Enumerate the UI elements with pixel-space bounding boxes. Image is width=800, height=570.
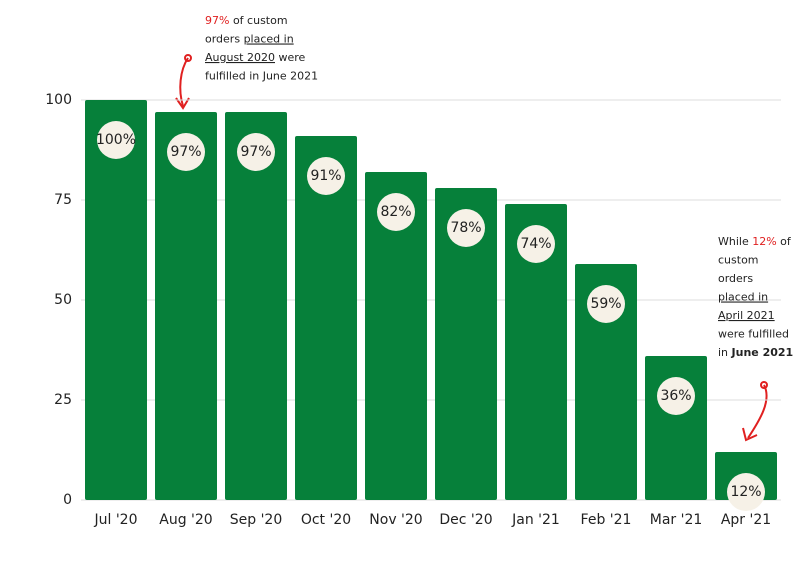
annotation-text: were fulfilled bbox=[718, 328, 789, 341]
arrow-tail bbox=[184, 54, 192, 62]
bar bbox=[85, 100, 147, 500]
annotation-text: fulfilled in June 2021 bbox=[205, 70, 318, 83]
bar bbox=[225, 112, 287, 500]
x-tick-label: Sep '20 bbox=[230, 512, 283, 528]
annotation: 97% of custom orders placed in August 2020… bbox=[205, 14, 318, 83]
x-tick-label: Oct '20 bbox=[301, 512, 351, 528]
annotation-text: August 2020 bbox=[205, 51, 275, 64]
annotation: While 12% of custom orders placed in April 2… bbox=[718, 235, 793, 359]
annotation-line: While 12% of bbox=[718, 235, 792, 248]
annotation-line: were fulfilled bbox=[718, 328, 789, 341]
value-label: 82% bbox=[380, 204, 411, 220]
annotation-text: placed in bbox=[244, 33, 294, 46]
annotation-text: custom bbox=[718, 254, 759, 267]
y-tick-label: 50 bbox=[54, 292, 72, 308]
annotation-line: April 2021 bbox=[718, 309, 775, 322]
arrow-head bbox=[175, 97, 190, 110]
value-badge bbox=[377, 193, 415, 231]
x-tick-label: Mar '21 bbox=[650, 512, 703, 528]
annotation-line: fulfilled in June 2021 bbox=[205, 70, 318, 83]
value-badge bbox=[97, 121, 135, 159]
bar bbox=[365, 172, 427, 500]
bar bbox=[295, 136, 357, 500]
x-tick-label: Feb '21 bbox=[581, 512, 632, 528]
bar bbox=[435, 188, 497, 500]
annotation-text: orders bbox=[205, 33, 244, 46]
arrow-head bbox=[742, 427, 758, 442]
annotation-text: June 2021 bbox=[731, 346, 794, 359]
value-badge bbox=[657, 377, 695, 415]
value-label: 12% bbox=[730, 484, 761, 500]
annotation-text: of custom bbox=[229, 14, 287, 27]
x-tick-label: Jul '20 bbox=[93, 512, 137, 528]
annotation-line: 97% of custom bbox=[205, 14, 288, 27]
annotation-text: of bbox=[777, 235, 792, 248]
value-badge bbox=[237, 133, 275, 171]
value-label: 59% bbox=[590, 296, 621, 312]
annotation-line: custom bbox=[718, 254, 759, 267]
value-label: 97% bbox=[240, 144, 271, 160]
annotation-text: While bbox=[718, 235, 752, 248]
value-label: 91% bbox=[310, 168, 341, 184]
annotation-arrows bbox=[175, 54, 768, 442]
annotation-line: placed in bbox=[718, 291, 768, 304]
arrow-tail bbox=[760, 381, 768, 389]
annotation-line: August 2020 were bbox=[205, 51, 306, 64]
annotation-text: orders bbox=[718, 272, 753, 285]
value-label: 100% bbox=[96, 132, 136, 148]
y-tick-label: 0 bbox=[63, 492, 72, 508]
value-badge bbox=[167, 133, 205, 171]
y-tick-label: 25 bbox=[54, 392, 72, 408]
arrow bbox=[747, 384, 768, 439]
y-tick-label: 100 bbox=[45, 92, 72, 108]
annotation-text: 12% bbox=[752, 235, 776, 248]
annotation-text: in bbox=[718, 346, 732, 359]
value-label: 78% bbox=[450, 220, 481, 236]
annotation-line: orders placed in bbox=[205, 33, 294, 46]
annotation-text: 97% bbox=[205, 14, 229, 27]
bar bbox=[155, 112, 217, 500]
annotation-text: placed in bbox=[718, 291, 768, 304]
x-tick-label: Nov '20 bbox=[369, 512, 422, 528]
value-label: 74% bbox=[520, 236, 551, 252]
x-tick-label: Aug '20 bbox=[159, 512, 212, 528]
value-label: 36% bbox=[660, 388, 691, 404]
value-badge bbox=[727, 473, 765, 511]
annotation-line: in June 2021 bbox=[718, 346, 793, 359]
value-badge bbox=[517, 225, 555, 263]
y-tick-label: 75 bbox=[54, 192, 72, 208]
value-badge bbox=[447, 209, 485, 247]
bar bbox=[505, 204, 567, 500]
x-tick-label: Apr '21 bbox=[721, 512, 771, 528]
x-tick-label: Jan '21 bbox=[511, 512, 560, 528]
annotation-text: April 2021 bbox=[718, 309, 775, 322]
bar bbox=[575, 264, 637, 500]
arrow bbox=[179, 57, 189, 107]
value-label: 97% bbox=[170, 144, 201, 160]
annotation-text: were bbox=[275, 51, 306, 64]
value-badge bbox=[587, 285, 625, 323]
x-tick-label: Dec '20 bbox=[439, 512, 492, 528]
value-badge bbox=[307, 157, 345, 195]
annotation-line: orders bbox=[718, 272, 753, 285]
